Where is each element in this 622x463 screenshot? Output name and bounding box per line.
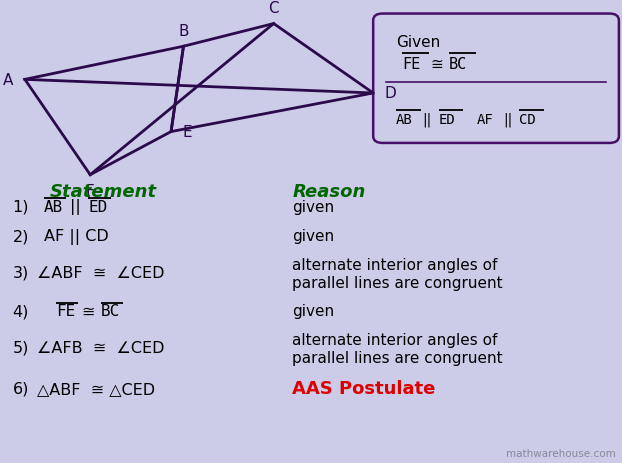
Text: AB: AB [396, 113, 413, 126]
Text: ∠AFB  ≅  ∠CED: ∠AFB ≅ ∠CED [37, 340, 165, 355]
Text: ||: || [70, 199, 80, 215]
Text: BC: BC [449, 57, 467, 72]
Text: parallel lines are congruent: parallel lines are congruent [292, 275, 503, 290]
Text: CD: CD [519, 113, 536, 126]
Text: given: given [292, 229, 335, 244]
Text: ED: ED [439, 113, 455, 126]
Text: alternate interior angles of: alternate interior angles of [292, 257, 498, 272]
Text: A: A [3, 73, 14, 88]
Text: alternate interior angles of: alternate interior angles of [292, 332, 498, 347]
Text: ≅: ≅ [81, 304, 95, 319]
Text: AF || CD: AF || CD [44, 229, 108, 244]
Text: 4): 4) [12, 304, 29, 319]
FancyBboxPatch shape [373, 14, 619, 144]
Text: F: F [86, 183, 95, 199]
Text: ED: ED [88, 200, 108, 214]
Text: Reason: Reason [292, 182, 366, 200]
Text: Statement: Statement [50, 182, 157, 200]
Text: AF: AF [477, 113, 494, 126]
Text: ||: || [503, 113, 513, 127]
Text: FE: FE [56, 304, 75, 319]
Text: 3): 3) [12, 265, 29, 280]
Text: Given: Given [396, 35, 440, 50]
Text: given: given [292, 304, 335, 319]
Text: 6): 6) [12, 381, 29, 396]
Text: AB: AB [44, 200, 63, 214]
Text: FE: FE [402, 57, 420, 72]
Text: E: E [182, 125, 192, 140]
Text: ∠ABF  ≅  ∠CED: ∠ABF ≅ ∠CED [37, 265, 165, 280]
Text: given: given [292, 200, 335, 214]
Text: mathwarehouse.com: mathwarehouse.com [506, 448, 616, 457]
Text: D: D [384, 86, 396, 101]
Text: 1): 1) [12, 200, 29, 214]
Text: BC: BC [101, 304, 120, 319]
Text: 2): 2) [12, 229, 29, 244]
Text: △ABF  ≅ △CED: △ABF ≅ △CED [37, 381, 156, 396]
Text: 5): 5) [12, 340, 29, 355]
Text: C: C [268, 1, 279, 16]
Text: parallel lines are congruent: parallel lines are congruent [292, 350, 503, 365]
Text: ≅: ≅ [430, 57, 443, 72]
Text: ||: || [422, 113, 432, 127]
Text: B: B [179, 24, 188, 39]
Text: AAS Postulate: AAS Postulate [292, 379, 436, 397]
